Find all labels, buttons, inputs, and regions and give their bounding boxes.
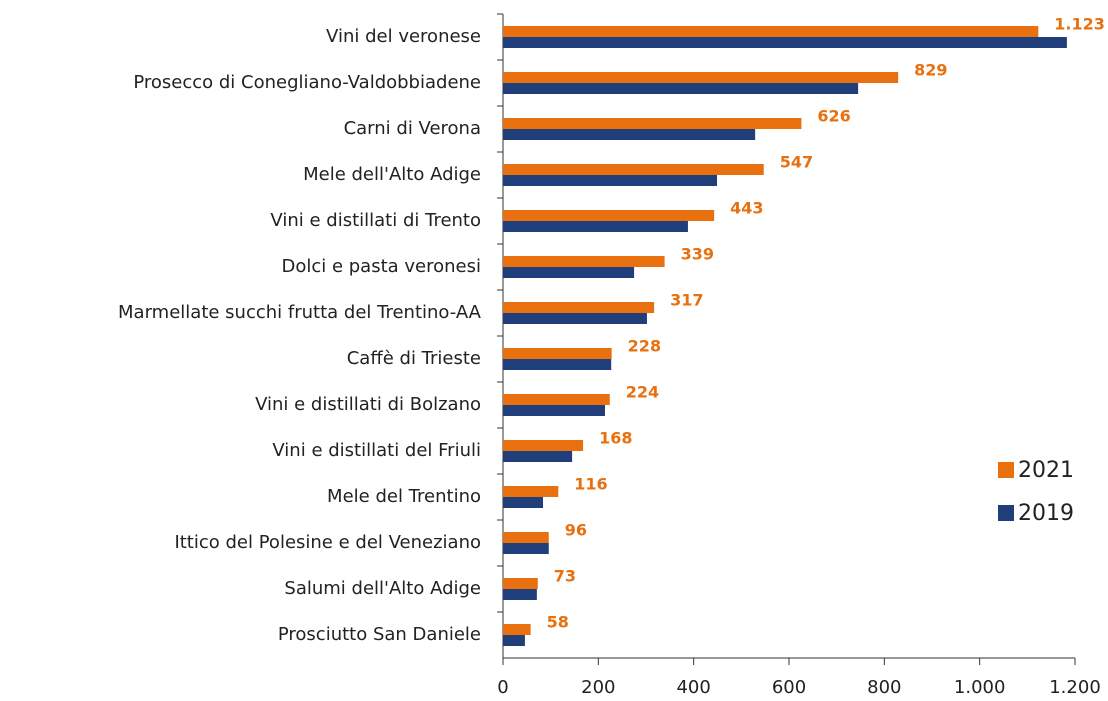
y-tick-label: Prosciutto San Daniele	[278, 624, 481, 645]
y-tick-label: Vini e distillati di Bolzano	[255, 394, 481, 415]
y-tick-label: Prosecco di Conegliano-Valdobbiadene	[133, 72, 481, 93]
y-tick-label: Vini del veronese	[326, 26, 481, 47]
value-label: 339	[681, 245, 714, 264]
y-tick-label: Carni di Verona	[344, 118, 481, 139]
value-label: 317	[670, 291, 703, 310]
x-tick-label: 1.000	[954, 677, 1006, 698]
value-label: 116	[574, 475, 607, 494]
bar	[503, 118, 802, 129]
bar	[503, 497, 544, 508]
legend-label: 2021	[1018, 458, 1074, 483]
bar	[503, 394, 610, 405]
bar	[503, 175, 718, 186]
value-label: 58	[547, 613, 569, 632]
bar	[503, 256, 665, 267]
bar	[503, 302, 655, 313]
y-tick-label: Mele del Trentino	[327, 486, 481, 507]
bar	[503, 26, 1039, 37]
x-tick-label: 0	[497, 677, 508, 698]
bar	[503, 451, 573, 462]
y-tick-label: Mele dell'Alto Adige	[303, 164, 481, 185]
bar	[503, 532, 549, 543]
y-tick-label: Caffè di Trieste	[347, 348, 481, 369]
bar	[503, 37, 1067, 48]
legend-label: 2019	[1018, 501, 1074, 526]
value-label: 547	[780, 153, 813, 172]
y-tick-label: Vini e distillati di Trento	[270, 210, 481, 231]
x-tick-label: 1.200	[1049, 677, 1101, 698]
value-label: 73	[554, 567, 576, 586]
value-label: 228	[628, 337, 661, 356]
value-label: 443	[730, 199, 763, 218]
y-tick-label: Marmellate succhi frutta del Trentino-AA	[118, 302, 482, 323]
bar	[503, 405, 606, 416]
y-tick-label: Dolci e pasta veronesi	[281, 256, 481, 277]
x-tick-label: 400	[676, 677, 710, 698]
bar	[503, 210, 715, 221]
x-tick-label: 800	[867, 677, 901, 698]
bar	[503, 267, 635, 278]
bar	[503, 440, 584, 451]
bar	[503, 348, 612, 359]
value-label: 626	[817, 107, 850, 126]
bar	[503, 83, 859, 94]
bar	[503, 543, 549, 554]
bar	[503, 129, 756, 140]
value-label: 168	[599, 429, 632, 448]
x-tick-label: 600	[772, 677, 806, 698]
value-label: 1.123	[1054, 15, 1105, 34]
value-label: 829	[914, 61, 947, 80]
bar	[503, 221, 688, 232]
bar	[503, 486, 559, 497]
y-tick-label: Vini e distillati del Friuli	[272, 440, 481, 461]
y-tick-label: Ittico del Polesine e del Veneziano	[174, 532, 481, 553]
bar	[503, 635, 525, 646]
bar	[503, 589, 537, 600]
bar	[503, 359, 612, 370]
value-label: 224	[626, 383, 659, 402]
bar	[503, 164, 764, 175]
bar	[503, 624, 531, 635]
legend-swatch	[998, 505, 1014, 521]
bar	[503, 72, 899, 83]
bar	[503, 578, 538, 589]
x-tick-label: 200	[581, 677, 615, 698]
bar	[503, 313, 647, 324]
value-label: 96	[565, 521, 587, 540]
y-tick-label: Salumi dell'Alto Adige	[284, 578, 481, 599]
legend-swatch	[998, 462, 1014, 478]
